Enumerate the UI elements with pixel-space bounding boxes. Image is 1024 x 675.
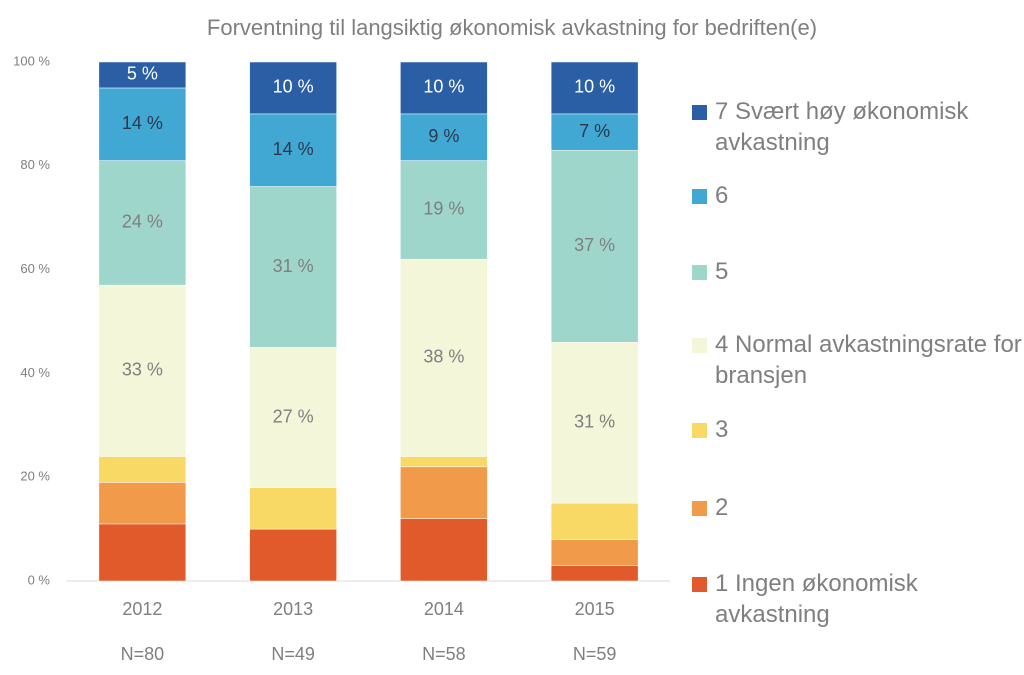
x-tick-label: 2014 (424, 599, 464, 619)
sample-size-label: N=49 (271, 644, 315, 664)
y-tick-label: 100 % (13, 53, 50, 68)
legend-item: 1 Ingen økonomisk avkastning (692, 568, 1022, 630)
bar-segment (400, 456, 488, 468)
bar-segment (98, 284, 187, 457)
data-label: 14 % (122, 113, 163, 133)
bar-segment (400, 466, 488, 519)
bar-segment (400, 160, 488, 260)
legend-swatch (692, 577, 707, 592)
sample-size-label: N=80 (121, 644, 165, 664)
data-label: 10 % (423, 77, 464, 97)
data-label: 5 % (127, 64, 158, 84)
data-label: 7 % (579, 121, 610, 141)
y-tick-label: 80 % (20, 157, 50, 172)
bar-segment (550, 342, 639, 504)
legend-item: 6 (692, 180, 1022, 211)
legend-item: 5 (692, 256, 1022, 287)
bar-segment (249, 61, 337, 115)
legend-label: 3 (715, 416, 729, 443)
legend-item: 3 (692, 414, 1022, 445)
bar-segment (98, 482, 187, 525)
bar-segment (98, 456, 187, 483)
legend-swatch (692, 189, 707, 204)
bar-segment (400, 61, 488, 115)
legend-item: 7 Svært høy økonomisk avkastning (692, 96, 1022, 158)
legend-item: 2 (692, 492, 1022, 523)
data-label: 38 % (423, 347, 464, 367)
data-label: 33 % (122, 360, 163, 380)
legend-label: 7 Svært høy økonomisk avkastning (715, 98, 969, 156)
legend-label: 5 (715, 258, 729, 285)
data-label: 10 % (273, 77, 314, 97)
data-label: 24 % (122, 212, 163, 232)
bar-segment (550, 149, 639, 343)
legend-swatch (692, 265, 707, 280)
data-label: 27 % (273, 406, 314, 426)
x-tick-label: 2012 (122, 599, 162, 619)
sample-size-label: N=58 (422, 644, 466, 664)
data-label: 37 % (574, 235, 615, 255)
x-tick-label: 2013 (273, 599, 313, 619)
bar-segment (98, 87, 187, 161)
bar-segment (550, 113, 639, 151)
bar-segment (249, 113, 337, 187)
legend-label: 6 (715, 182, 729, 209)
legend-item: 4 Normal avkastningsrate for bransjen (692, 329, 1022, 391)
legend-swatch (692, 105, 707, 120)
chart-title: Forventning til langsiktig økonomisk avk… (207, 15, 817, 40)
bar-segment (400, 258, 488, 457)
y-tick-label: 20 % (20, 469, 50, 484)
x-tick-label: 2015 (575, 599, 615, 619)
bar-segment (550, 539, 639, 566)
y-tick-label: 0 % (28, 572, 51, 587)
bar-segment (98, 61, 187, 89)
bar-segment (550, 502, 639, 540)
data-label: 31 % (273, 256, 314, 276)
data-label: 19 % (423, 199, 464, 219)
legend-label: 2 (715, 494, 729, 521)
legend-label: 4 Normal avkastningsrate for bransjen (715, 331, 1022, 389)
bar-segment (550, 565, 639, 582)
legend-swatch (692, 423, 707, 438)
data-label: 9 % (428, 126, 459, 146)
bar-segment (400, 518, 488, 582)
bar-segment (249, 186, 337, 348)
legend-label: 1 Ingen økonomisk avkastning (715, 570, 918, 628)
bar-segment (98, 160, 187, 286)
y-tick-label: 60 % (20, 261, 50, 276)
bar-segment (249, 487, 337, 530)
bar-segment (98, 523, 187, 582)
bar-segment (249, 528, 337, 582)
bar-segment (550, 61, 639, 115)
y-tick-label: 40 % (20, 365, 50, 380)
legend-swatch (692, 501, 707, 516)
bar-segment (400, 113, 488, 161)
data-label: 10 % (574, 77, 615, 97)
legend-swatch (692, 338, 707, 353)
data-label: 14 % (273, 139, 314, 159)
data-label: 31 % (574, 411, 615, 431)
sample-size-label: N=59 (573, 644, 617, 664)
